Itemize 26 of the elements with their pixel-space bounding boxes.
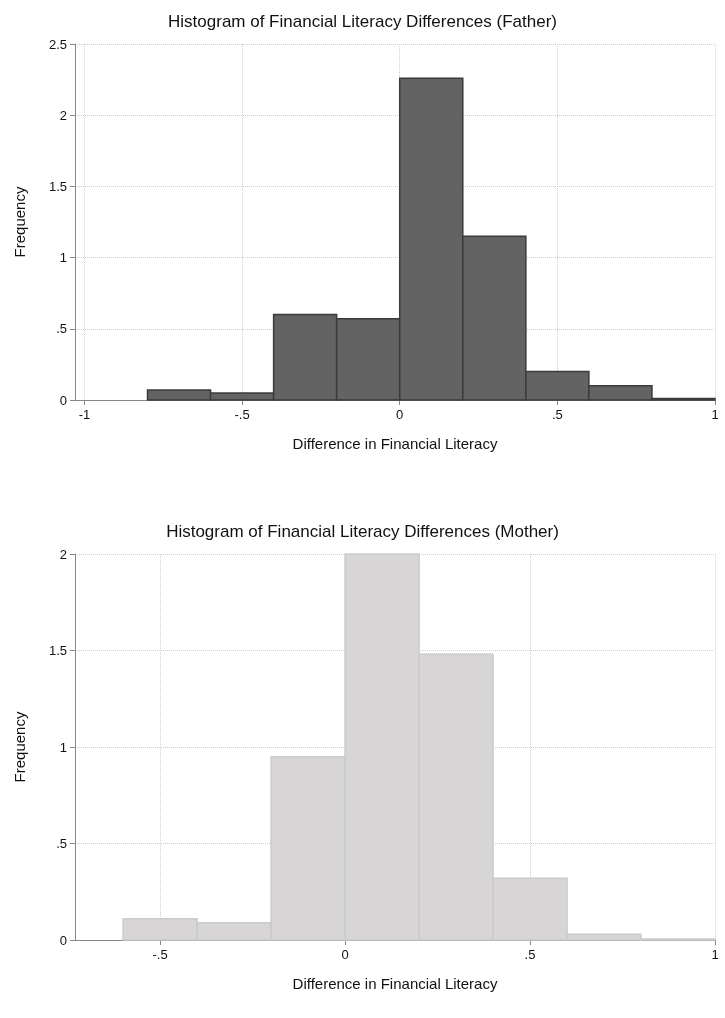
x-axis-title: Difference in Financial Literacy [292,435,498,452]
x-tick-label: 1 [711,947,719,962]
y-tick-label: 0 [59,392,67,408]
y-axis-title: Frequency [11,711,28,783]
x-tick-label: -.5 [234,407,250,422]
x-axis-title: Difference in Financial Literacy [292,975,498,992]
y-tick-label: 1 [59,739,67,755]
chart-title: Histogram of Financial Literacy Differences (Mother) [166,522,559,541]
x-tick-label: 1 [711,407,719,422]
y-tick-label: 1 [59,250,67,266]
x-tick-label: -.5 [152,947,168,962]
x-tick-label: .5 [524,947,536,962]
y-tick-label: .5 [56,836,67,851]
x-tick-label: .5 [551,407,563,422]
chart-title: Histogram of Financial Literacy Differences (Father) [168,12,557,31]
x-tick-label: -1 [78,407,91,422]
y-tick-label: 2 [59,546,67,562]
x-tick-label: 0 [396,407,404,422]
y-axis-title: Frequency [11,186,28,258]
y-tick-label: 2.5 [48,36,67,52]
y-tick-label: 1.5 [48,178,67,194]
y-tick-label: .5 [56,321,67,337]
y-tick-label: 1.5 [48,643,67,658]
x-tick-label: 0 [341,947,349,962]
y-tick-label: 2 [59,107,67,123]
y-tick-label: 0 [59,932,67,948]
